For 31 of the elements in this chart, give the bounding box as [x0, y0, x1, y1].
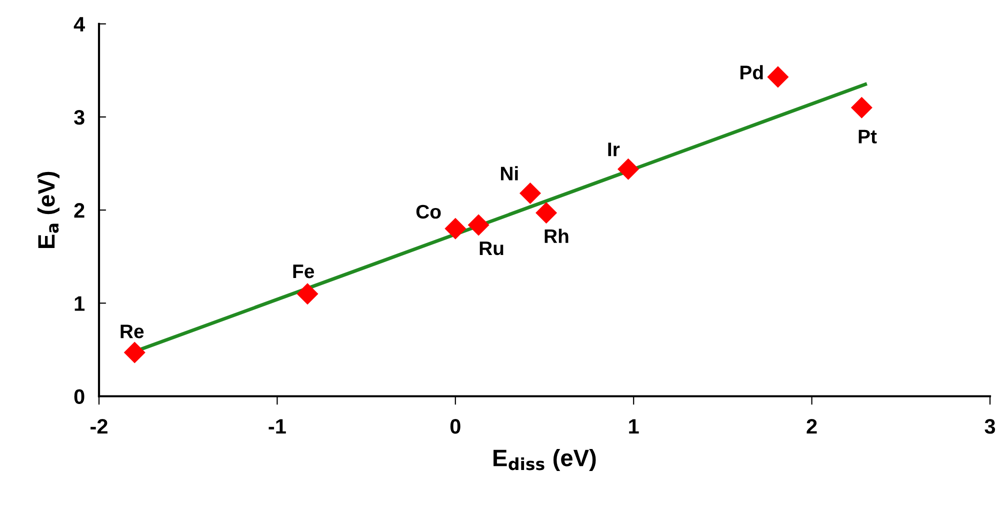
annotation: Ni	[500, 166, 518, 180]
annotation: Co	[416, 204, 441, 219]
point	[767, 66, 789, 88]
y-tick-label: 3	[74, 110, 84, 125]
point	[444, 218, 466, 240]
point	[617, 158, 640, 180]
x-tick-label: 0	[450, 419, 460, 434]
point	[124, 342, 146, 364]
y-tick-label: 2	[74, 203, 84, 218]
x-tick-label: 2	[806, 419, 817, 434]
annotation: Ir	[608, 142, 620, 156]
annotation: Pt	[858, 130, 877, 144]
point	[519, 182, 542, 204]
annotation: Rh	[544, 228, 568, 243]
annotation: Ru	[480, 242, 504, 256]
point	[850, 96, 872, 118]
point	[468, 214, 490, 236]
x-tick-label: 3	[984, 419, 996, 434]
y-tick-label: 0	[74, 389, 84, 404]
x-axis-title: E$_{diss}$ (eV)	[494, 448, 596, 472]
y-tick-label: 1	[74, 296, 85, 311]
x-tick-label: -1	[268, 419, 286, 434]
y-tick-label: 4	[74, 17, 85, 32]
x-tick-label: 1	[629, 419, 639, 434]
point	[296, 283, 318, 305]
y-axis-title: E$_{a}$ (eV)	[37, 172, 60, 248]
x-tick-label: -2	[90, 419, 108, 434]
point	[536, 202, 558, 224]
annotation: Fe	[293, 264, 314, 278]
annotation: Re	[120, 324, 144, 338]
annotation: Pd	[740, 65, 763, 80]
